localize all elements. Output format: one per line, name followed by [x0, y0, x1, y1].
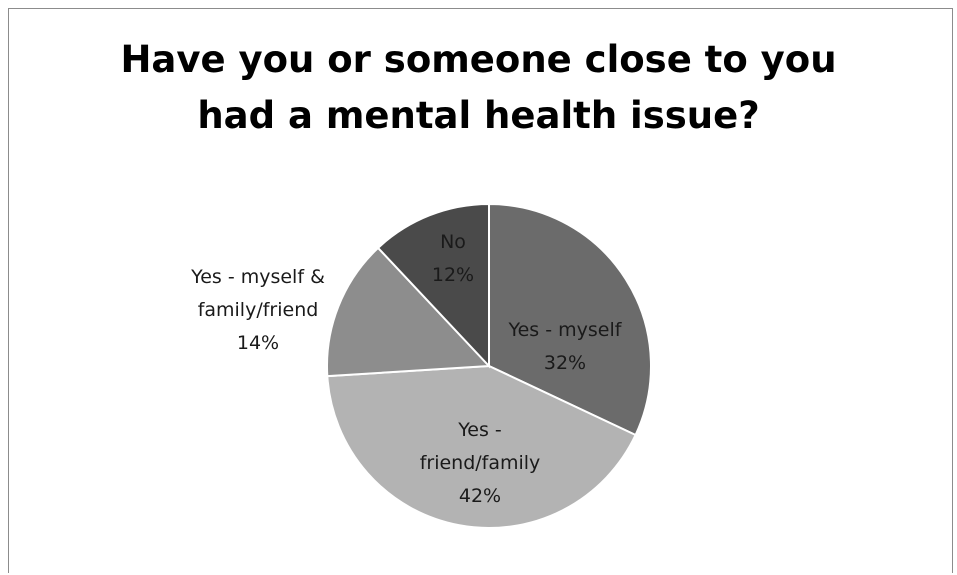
slice-label-1: Yes - friend/family 42% [420, 419, 541, 507]
slice-category-label: No [440, 231, 466, 253]
slice-value-label: 14% [237, 332, 279, 354]
slice-value-label: 42% [459, 485, 501, 507]
slice-category-label: family/friend [198, 299, 319, 321]
slice-category-label: Yes - myself [508, 319, 623, 341]
pie-slice-0 [488, 202, 652, 437]
slice-label-2: Yes - myself & family/friend 14% [190, 266, 325, 354]
slice-category-label: Yes - myself & [190, 266, 325, 288]
slice-category-label: Yes - [457, 419, 502, 441]
slice-label-0: Yes - myself 32% [508, 319, 623, 374]
slice-category-label: friend/family [420, 452, 541, 474]
pie-slice-2 [326, 246, 492, 378]
slice-label-3: No 12% [432, 231, 474, 286]
slice-value-label: 32% [544, 352, 586, 374]
chart-title-line-1: Have you or someone close to you [120, 38, 837, 81]
pie-slice-3 [376, 202, 490, 369]
chart-title: Have you or someone close to you had a m… [0, 32, 957, 144]
chart-title-line-2: had a mental health issue? [197, 94, 760, 137]
pie-slice-1 [326, 364, 637, 529]
slice-value-label: 12% [432, 264, 474, 286]
